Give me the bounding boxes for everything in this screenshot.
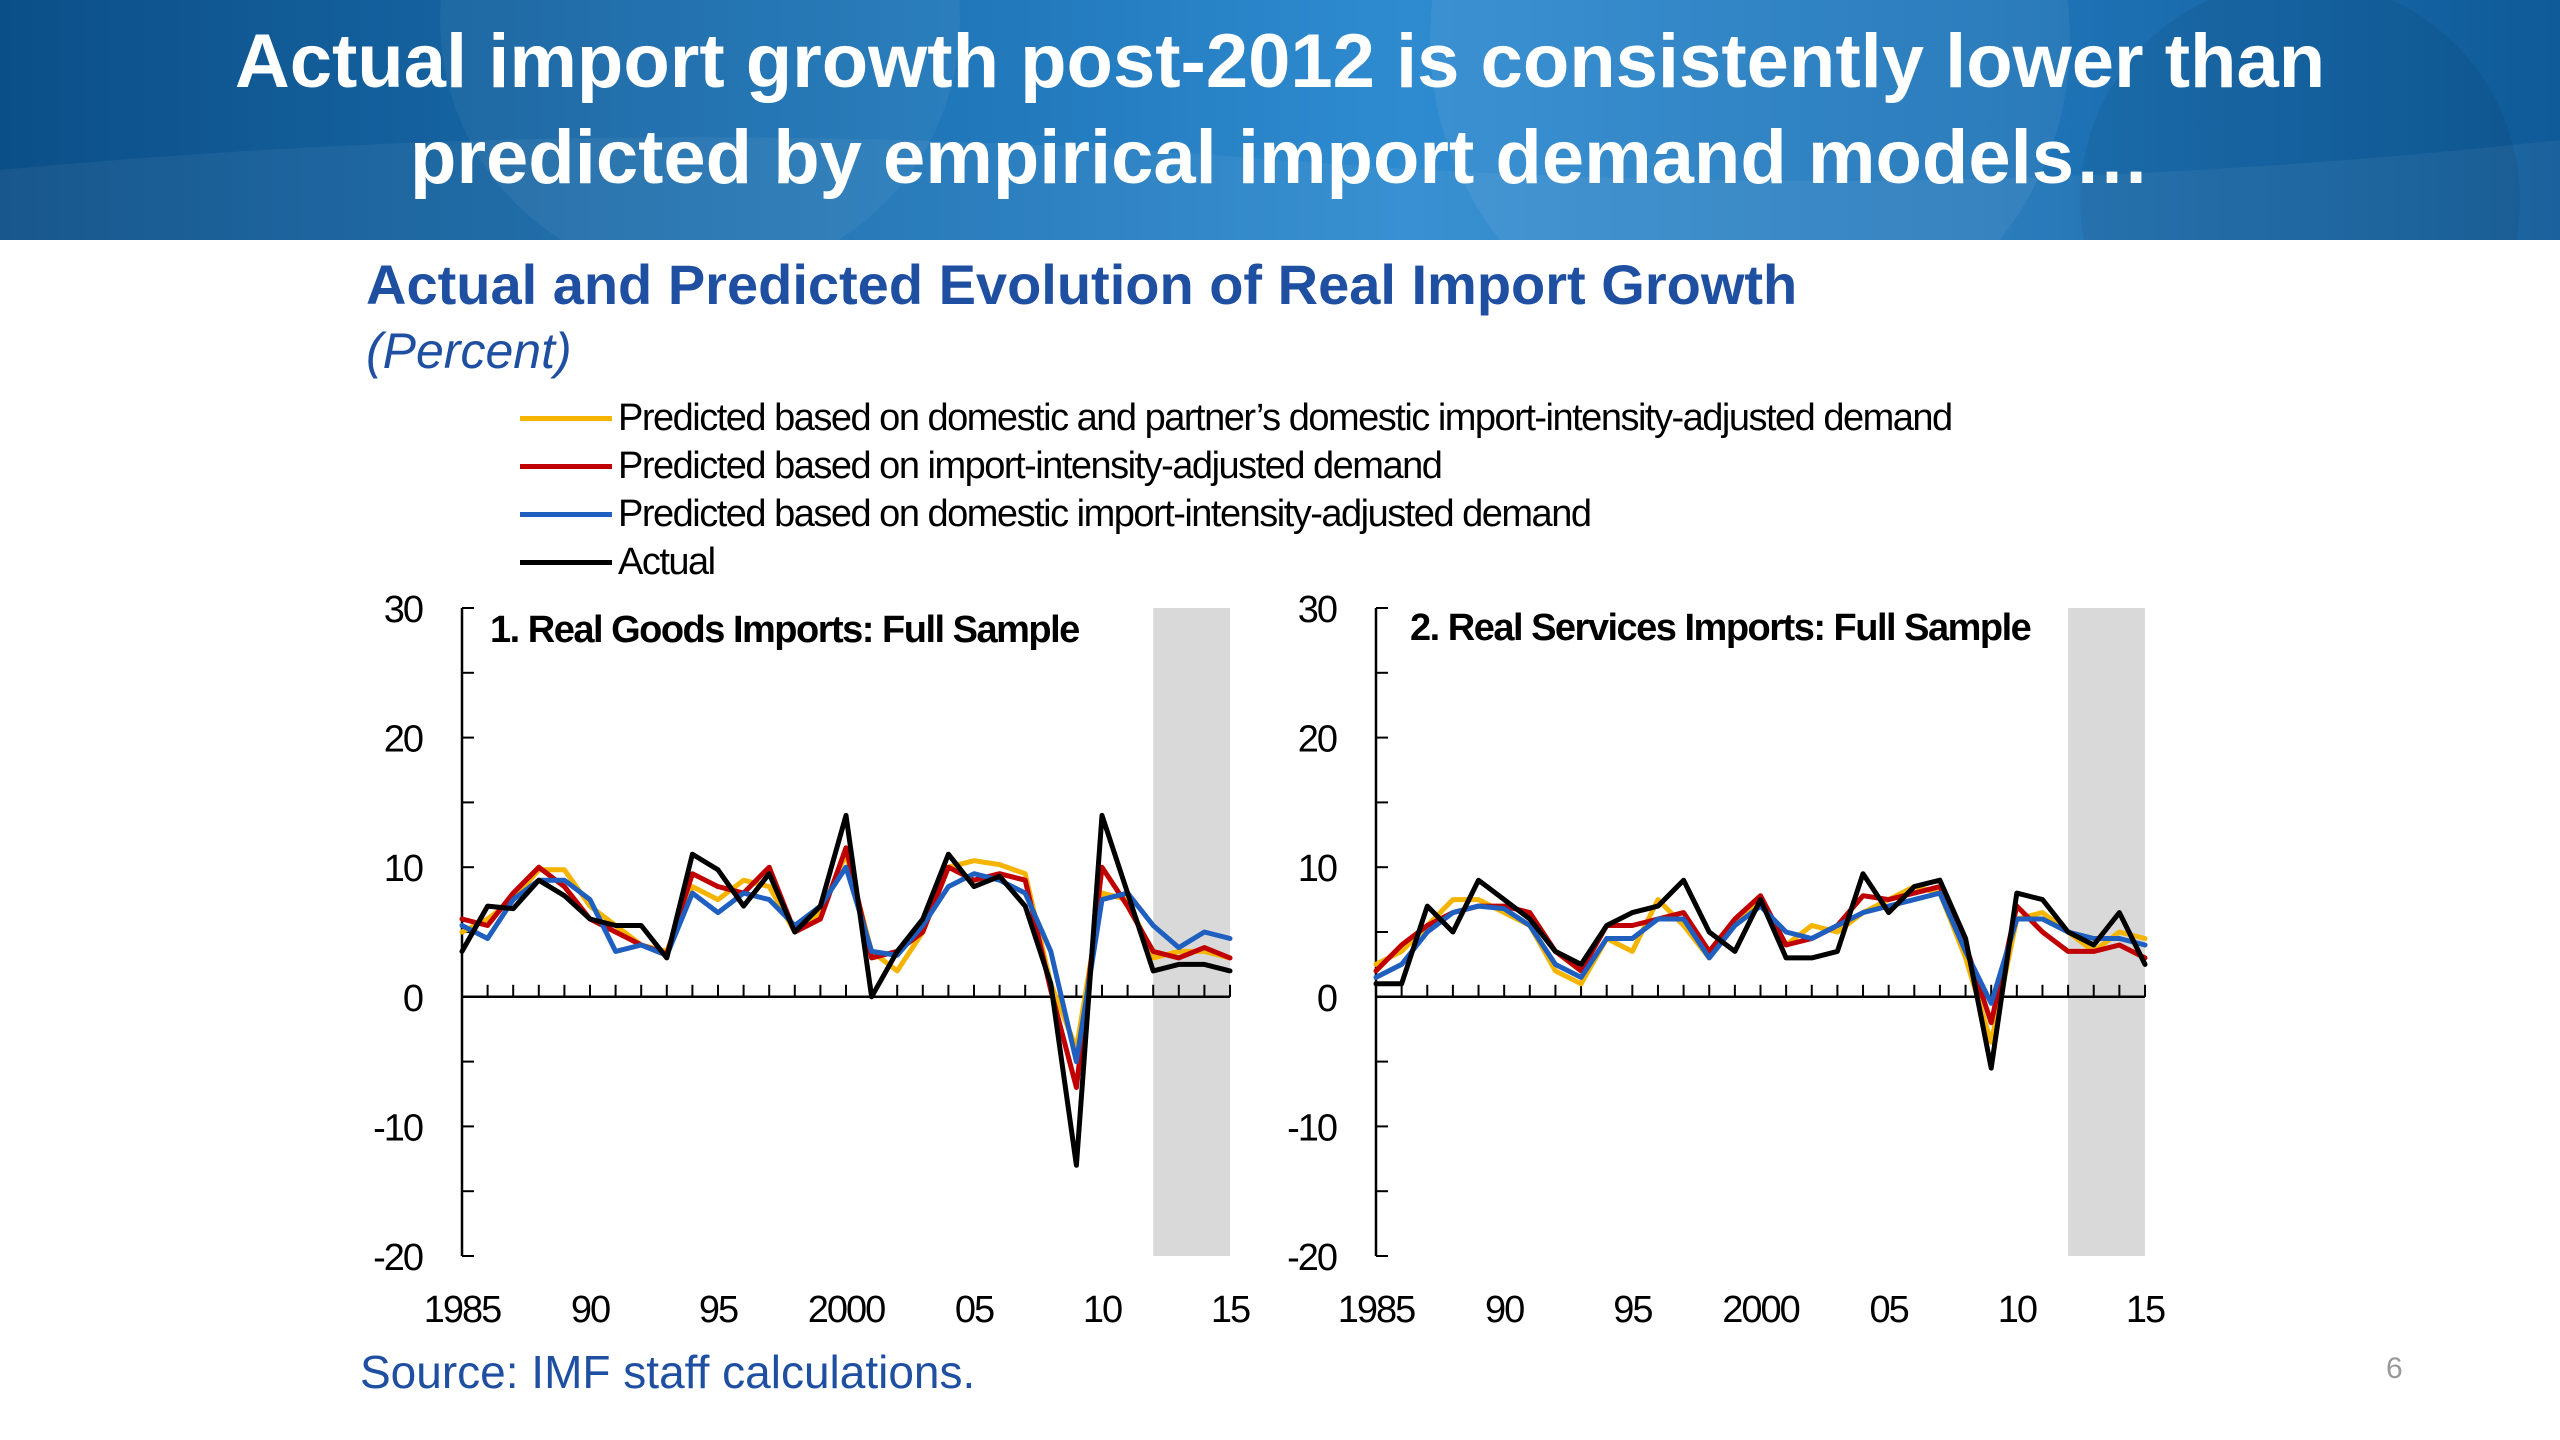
legend-swatch-yellow bbox=[520, 415, 612, 421]
legend-label: Predicted based on import-intensity-adju… bbox=[618, 444, 1443, 487]
slide-title: Actual import growth post-2012 is consis… bbox=[0, 14, 2560, 206]
chart-panel-2: -20 -10 0 10 20 30 1985 90 95 2000 05 10 15 2. Real S… bbox=[1287, 589, 2167, 1331]
x-tick-label: 95 bbox=[1613, 1289, 1652, 1331]
y-tick-label: 30 bbox=[1298, 589, 1337, 631]
x-tick-label: 1985 bbox=[1338, 1289, 1415, 1331]
x-tick-label: 1985 bbox=[424, 1289, 501, 1331]
shaded-region bbox=[1153, 608, 1230, 1256]
y-tick-label: 30 bbox=[384, 589, 423, 631]
series-line-4 bbox=[1373, 871, 2148, 1071]
legend-item-actual: Actual bbox=[520, 538, 1952, 586]
y-tick-label: -10 bbox=[373, 1107, 423, 1149]
series-line-1 bbox=[1373, 884, 2148, 1045]
panel-title: 2. Real Services Imports: Full Sample bbox=[1410, 607, 2031, 649]
slide-title-line-1: Actual import growth post-2012 is consis… bbox=[234, 19, 2326, 104]
chart-legend: Predicted based on domestic and partner’… bbox=[520, 394, 1953, 586]
title-banner: Actual import growth post-2012 is consis… bbox=[0, 0, 2560, 240]
banner-background-pattern bbox=[0, 0, 2560, 240]
legend-label: Predicted based on domestic and partner’… bbox=[618, 396, 1953, 439]
legend-swatch-red bbox=[520, 463, 612, 469]
y-tick-label: 20 bbox=[1298, 719, 1337, 761]
y-tick-label: 0 bbox=[1317, 978, 1337, 1020]
y-tick-label: -20 bbox=[373, 1237, 423, 1279]
x-tick-label: 90 bbox=[1485, 1289, 1524, 1331]
x-tick-label: 2000 bbox=[1722, 1289, 1799, 1331]
y-tick-label: -10 bbox=[1287, 1107, 1337, 1149]
x-tick-label: 2000 bbox=[808, 1289, 885, 1331]
x-tick-label: 95 bbox=[699, 1289, 738, 1331]
chart-panel-1: -20 -10 0 10 20 30 1985 90 95 2000 05 10 15 1. Real G… bbox=[373, 589, 1252, 1331]
slide-title-line-2: predicted by empirical import demand mod… bbox=[410, 115, 2150, 200]
y-tick-label: -20 bbox=[1287, 1237, 1337, 1279]
legend-label: Predicted based on domestic import-inten… bbox=[618, 492, 1592, 535]
x-tick-label: 05 bbox=[955, 1289, 994, 1331]
figure-title: Actual and Predicted Evolution of Real I… bbox=[366, 253, 1798, 316]
series-line-3 bbox=[1373, 890, 2148, 1006]
y-tick-label: 0 bbox=[403, 978, 423, 1020]
legend-item-import-intensity: Predicted based on import-intensity-adju… bbox=[520, 442, 1952, 490]
series-line-3 bbox=[459, 864, 1233, 1065]
figure-subtitle: (Percent) bbox=[366, 323, 572, 379]
x-tick-label: 10 bbox=[1998, 1289, 2037, 1331]
legend-item-domestic-and-partner: Predicted based on domestic and partner’… bbox=[520, 394, 1953, 442]
y-tick-label: 20 bbox=[384, 719, 423, 761]
legend-label: Actual bbox=[618, 540, 716, 583]
legend-swatch-black bbox=[520, 559, 612, 565]
y-tick-label: 10 bbox=[1298, 848, 1337, 890]
source-note: Source: IMF staff calculations. bbox=[360, 1346, 976, 1398]
x-tick-label: 15 bbox=[1211, 1289, 1250, 1331]
x-tick-label: 15 bbox=[2126, 1289, 2165, 1331]
y-tick-label: 10 bbox=[384, 848, 423, 890]
page-number: 6 bbox=[2386, 1352, 2403, 1385]
x-tick-label: 90 bbox=[571, 1289, 610, 1331]
x-tick-label: 10 bbox=[1083, 1289, 1122, 1331]
series-line-4 bbox=[459, 812, 1233, 1168]
x-tick-label: 05 bbox=[1870, 1289, 1909, 1331]
panel-title: 1. Real Goods Imports: Full Sample bbox=[490, 609, 1079, 651]
legend-item-domestic-import-intensity: Predicted based on domestic import-inten… bbox=[520, 490, 1952, 538]
legend-swatch-blue bbox=[520, 511, 612, 517]
